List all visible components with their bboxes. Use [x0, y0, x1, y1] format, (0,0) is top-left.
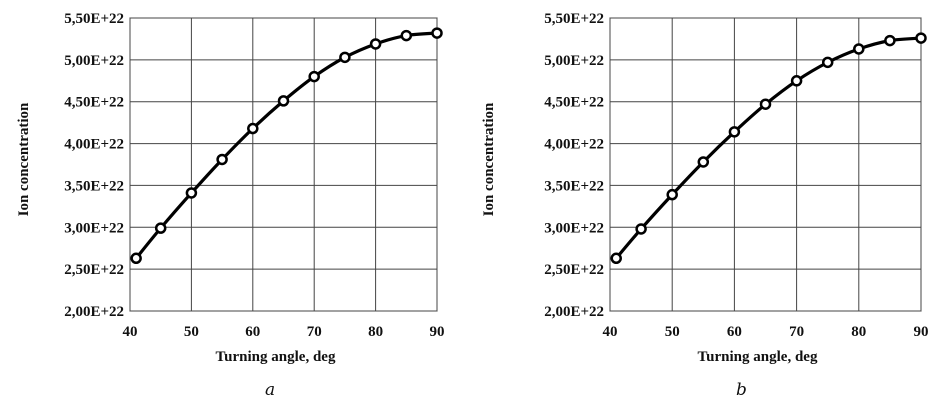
y-axis-title: Ion concentration [481, 102, 497, 216]
y-tick-label: 2,00E+22 [64, 304, 124, 320]
x-tick-label: 70 [307, 324, 322, 340]
y-tick-label: 3,50E+22 [544, 178, 604, 194]
x-axis-title: Turning angle, deg [216, 349, 336, 365]
x-tick-label: 80 [851, 324, 866, 340]
chart-a-svg: 2,00E+22 2,50E+22 3,00E+22 3,50E+22 4,00E+22… [16, 11, 445, 365]
x-tick-label: 50 [665, 324, 680, 340]
x-tick-label: 50 [184, 324, 199, 340]
y-tick-label: 3,50E+22 [64, 178, 124, 194]
y-tick-label: 2,50E+22 [64, 262, 124, 278]
data-point [759, 98, 772, 110]
data-point [216, 153, 228, 166]
data-point [821, 56, 834, 69]
data-point [915, 32, 927, 44]
x-tick-label: 40 [603, 324, 618, 340]
data-point [400, 29, 413, 42]
data-point [154, 222, 167, 234]
x-axis-title: Turning angle, deg [698, 349, 818, 365]
y-tick-label: 4,00E+22 [64, 137, 124, 153]
chart-panel-a: 2,00E+22 2,50E+22 3,00E+22 3,50E+22 4,00E+22… [16, 11, 445, 400]
series-line [134, 31, 438, 260]
data-point [697, 156, 710, 168]
y-tick-label: 5,00E+22 [544, 53, 604, 69]
data-point [308, 70, 320, 83]
data-point [728, 126, 741, 138]
y-tick-label: 2,00E+22 [544, 304, 604, 320]
x-tick-label: 60 [727, 324, 742, 340]
data-point [666, 188, 678, 201]
y-tick-label: 4,50E+22 [64, 95, 124, 111]
chart-a-caption: a [265, 380, 276, 400]
y-tick-label: 4,50E+22 [544, 95, 604, 111]
plot-area [129, 17, 438, 312]
data-point [339, 51, 351, 64]
x-tick-label: 80 [368, 324, 383, 340]
y-tick-label: 3,00E+22 [64, 220, 124, 236]
y-tick-label: 5,00E+22 [64, 53, 124, 69]
data-point [635, 223, 647, 235]
y-tick-label: 5,50E+22 [64, 11, 124, 27]
data-point [431, 27, 443, 39]
y-tick-label: 4,00E+22 [544, 137, 604, 153]
data-point [790, 75, 803, 87]
x-tick-label: 60 [245, 324, 260, 340]
x-tick-label: 90 [430, 324, 445, 340]
x-tick-label: 90 [914, 324, 929, 340]
chart-b-svg: 2,00E+22 2,50E+22 3,00E+22 3,50E+22 4,00E+22… [481, 11, 929, 365]
x-tick-label: 70 [789, 324, 804, 340]
data-point [130, 252, 142, 265]
plot-area [609, 17, 922, 312]
data-point [610, 252, 622, 265]
data-point [853, 43, 865, 55]
y-axis-title: Ion concentration [16, 102, 32, 216]
data-point [277, 95, 290, 107]
chart-b-caption: b [736, 380, 747, 400]
x-tick-label: 40 [123, 324, 138, 340]
y-tick-label: 3,00E+22 [544, 220, 604, 236]
y-tick-label: 5,50E+22 [544, 11, 604, 27]
data-point [247, 122, 259, 135]
series-line [615, 36, 922, 260]
data-point [884, 34, 896, 47]
y-tick-label: 2,50E+22 [544, 262, 604, 278]
chart-panel-b: 2,00E+22 2,50E+22 3,00E+22 3,50E+22 4,00E+22… [465, 0, 930, 409]
data-point [369, 38, 382, 50]
data-point [185, 187, 198, 199]
